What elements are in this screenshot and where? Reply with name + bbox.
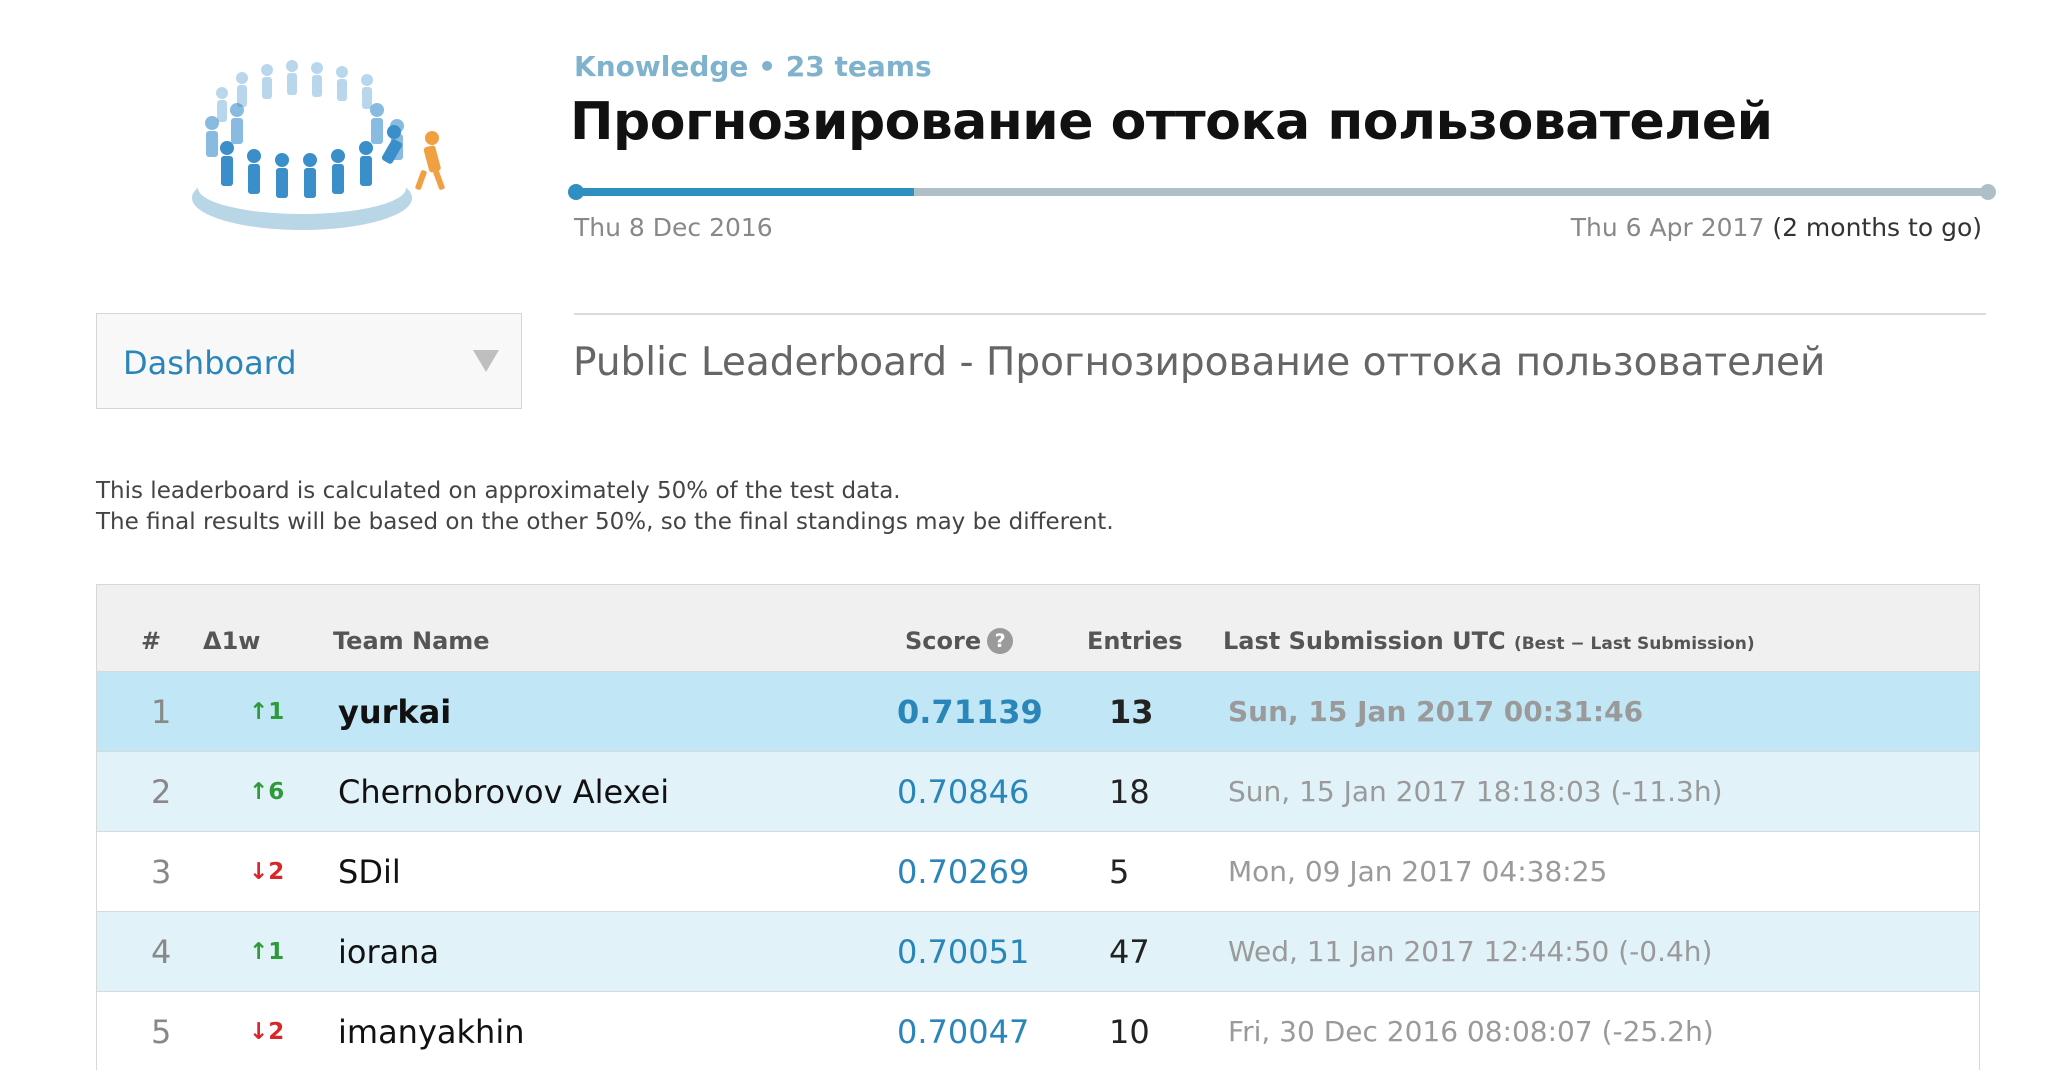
col-last-submission-label: Last Submission UTC bbox=[1223, 627, 1506, 655]
row-delta: ↓2 bbox=[249, 1019, 285, 1045]
row-rank: 3 bbox=[151, 853, 172, 891]
row-score: 0.70269 bbox=[897, 853, 1030, 891]
col-entries: Entries bbox=[1087, 627, 1183, 655]
row-entries: 13 bbox=[1109, 693, 1154, 731]
row-entries: 18 bbox=[1109, 773, 1150, 811]
end-date: Thu 6 Apr 2017 (2 months to go) bbox=[1571, 213, 1982, 242]
row-delta: ↑1 bbox=[249, 939, 285, 965]
row-entries: 47 bbox=[1109, 933, 1150, 971]
table-header: # Δ1w Team Name Score? Entries Last Subm… bbox=[97, 585, 1979, 671]
end-date-label: Thu 6 Apr 2017 bbox=[1570, 213, 1765, 242]
leaderboard-title: Public Leaderboard - Прогнозирование отт… bbox=[573, 340, 1826, 385]
row-entries: 10 bbox=[1109, 1013, 1150, 1051]
row-last-submission: Wed, 11 Jan 2017 12:44:50 (-0.4h) bbox=[1228, 935, 1713, 968]
row-score: 0.71139 bbox=[897, 693, 1043, 731]
col-last-submission: Last Submission UTC (Best − Last Submiss… bbox=[1223, 627, 1755, 655]
row-delta: ↓2 bbox=[249, 859, 285, 885]
col-score: Score? bbox=[905, 627, 1014, 655]
row-team-name[interactable]: Chernobrovov Alexei bbox=[338, 773, 670, 811]
col-team: Team Name bbox=[333, 627, 490, 655]
row-team-name[interactable]: iorana bbox=[338, 933, 440, 971]
dropdown-value: Dashboard bbox=[123, 344, 297, 382]
time-remaining: (2 months to go) bbox=[1772, 213, 1982, 242]
table-row[interactable]: 3 ↓2 SDil 0.70269 5 Mon, 09 Jan 2017 04:… bbox=[97, 831, 1979, 912]
col-last-submission-note: (Best − Last Submission) bbox=[1513, 634, 1755, 654]
competition-logo bbox=[192, 60, 445, 230]
question-circle-icon[interactable]: ? bbox=[987, 628, 1014, 654]
row-team-name[interactable]: yurkai bbox=[338, 693, 452, 731]
row-rank: 1 bbox=[151, 693, 172, 731]
table-row[interactable]: 4 ↑1 iorana 0.70051 47 Wed, 11 Jan 2017 … bbox=[97, 911, 1979, 992]
table-row[interactable]: 1 ↑1 yurkai 0.71139 13 Sun, 15 Jan 2017 … bbox=[97, 671, 1979, 752]
section-divider bbox=[574, 313, 1986, 315]
row-last-submission: Mon, 09 Jan 2017 04:38:25 bbox=[1228, 855, 1608, 888]
triangle-down-icon bbox=[473, 350, 499, 372]
timeline-track bbox=[576, 188, 1986, 196]
competition-timeline bbox=[568, 184, 1996, 200]
row-last-submission: Sun, 15 Jan 2017 00:31:46 bbox=[1228, 695, 1644, 728]
row-last-submission: Sun, 15 Jan 2017 18:18:03 (-11.3h) bbox=[1228, 775, 1723, 808]
timeline-progress bbox=[576, 188, 915, 196]
page-nav-dropdown[interactable]: Dashboard bbox=[96, 313, 522, 409]
col-delta: Δ1w bbox=[203, 627, 261, 655]
col-rank: # bbox=[141, 627, 162, 655]
table-row[interactable]: 5 ↓2 imanyakhin 0.70047 10 Fri, 30 Dec 2… bbox=[97, 991, 1979, 1072]
row-last-submission: Fri, 30 Dec 2016 08:08:07 (-25.2h) bbox=[1228, 1015, 1714, 1048]
row-rank: 5 bbox=[151, 1013, 172, 1051]
leaderboard-note: This leaderboard is calculated on approx… bbox=[96, 476, 1114, 538]
row-delta: ↑6 bbox=[249, 779, 285, 805]
note-line-2: The final results will be based on the o… bbox=[96, 509, 1114, 535]
row-entries: 5 bbox=[1109, 853, 1130, 891]
row-rank: 2 bbox=[151, 773, 172, 811]
competition-category[interactable]: Knowledge • 23 teams bbox=[574, 50, 932, 83]
table-row[interactable]: 2 ↑6 Chernobrovov Alexei 0.70846 18 Sun,… bbox=[97, 751, 1979, 832]
timeline-start-dot bbox=[568, 184, 584, 200]
leaderboard-table: # Δ1w Team Name Score? Entries Last Subm… bbox=[96, 584, 1980, 1072]
row-team-name[interactable]: SDil bbox=[338, 853, 401, 891]
col-score-label: Score bbox=[905, 627, 982, 655]
row-team-name[interactable]: imanyakhin bbox=[338, 1013, 525, 1051]
row-delta: ↑1 bbox=[249, 699, 285, 725]
row-score: 0.70846 bbox=[897, 773, 1030, 811]
row-rank: 4 bbox=[151, 933, 172, 971]
start-date: Thu 8 Dec 2016 bbox=[574, 213, 773, 242]
row-score: 0.70047 bbox=[897, 1013, 1030, 1051]
competition-title: Прогнозирование оттока пользователей bbox=[570, 92, 1773, 152]
timeline-end-dot bbox=[1980, 184, 1996, 200]
row-score: 0.70051 bbox=[897, 933, 1030, 971]
note-line-1: This leaderboard is calculated on approx… bbox=[96, 478, 901, 504]
